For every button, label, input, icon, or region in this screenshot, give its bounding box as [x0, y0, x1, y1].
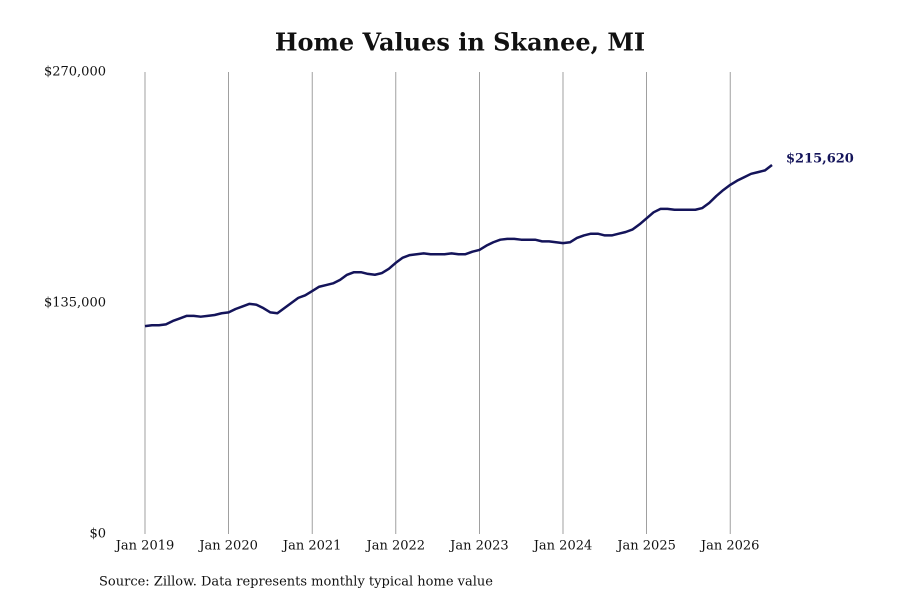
- x-tick-label: Jan 2024: [532, 539, 593, 554]
- x-tick-label: Jan 2023: [448, 539, 509, 554]
- value-label: $215,620: [786, 152, 854, 167]
- x-tick-label: Jan 2025: [615, 539, 676, 554]
- chart-title: Home Values in Skanee, MI: [275, 28, 645, 57]
- x-tick-label: Jan 2019: [114, 539, 175, 554]
- y-tick-label: $270,000: [44, 65, 106, 80]
- y-tick-label: $0: [89, 527, 106, 542]
- x-tick-label: Jan 2021: [281, 539, 342, 554]
- data-line: [144, 164, 773, 328]
- source-note: Source: Zillow. Data represents monthly …: [99, 575, 493, 590]
- x-tick-label: Jan 2026: [699, 539, 760, 554]
- x-tick-label: Jan 2022: [365, 539, 426, 554]
- x-tick-label: Jan 2020: [197, 539, 258, 554]
- y-tick-label: $135,000: [44, 296, 106, 311]
